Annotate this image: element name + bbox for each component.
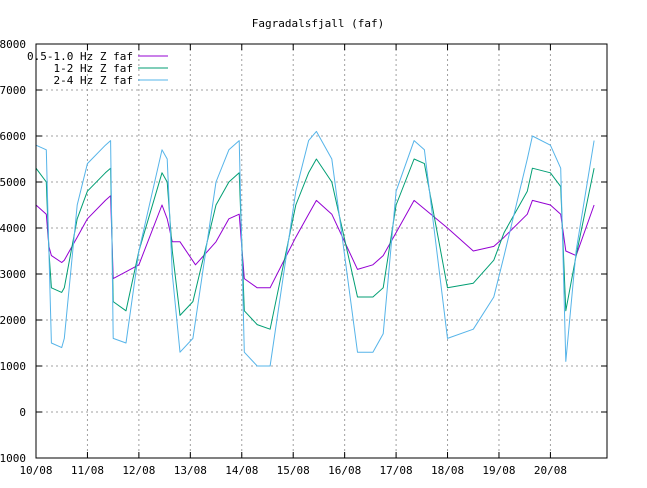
x-tick-label: 19/08 xyxy=(482,464,515,477)
x-tick-label: 13/08 xyxy=(174,464,207,477)
y-tick-label: -1000 xyxy=(0,452,26,465)
y-tick-label: 0 xyxy=(19,406,26,419)
legend-label-1: 0.5-1.0 Hz Z faf xyxy=(27,50,133,63)
x-tick-label: 20/08 xyxy=(534,464,567,477)
legend-label-2: 1-2 Hz Z faf xyxy=(54,62,133,75)
y-tick-label: 4000 xyxy=(0,222,26,235)
y-tick-label: 7000 xyxy=(0,84,26,97)
grid-lines xyxy=(36,44,607,458)
axis-ticks: -1000 0 1000 2000 3000 4000 5000 6000 7000 8000 10… xyxy=(0,38,607,477)
series-lines xyxy=(35,130,595,367)
y-tick-label: 1000 xyxy=(0,360,26,373)
series-line-2 xyxy=(35,158,595,330)
y-tick-label: 5000 xyxy=(0,176,26,189)
x-tick-label: 11/08 xyxy=(71,464,104,477)
x-tick-label: 16/08 xyxy=(328,464,361,477)
chart-title: Fagradalsfjall (faf) xyxy=(252,17,384,30)
plot-frame xyxy=(35,43,608,459)
y-tick-label: 3000 xyxy=(0,268,26,281)
x-tick-label: 18/08 xyxy=(431,464,464,477)
x-tick-label: 10/08 xyxy=(19,464,52,477)
series-line-3 xyxy=(35,130,595,367)
x-tick-label: 15/08 xyxy=(277,464,310,477)
y-tick-label: 6000 xyxy=(0,130,26,143)
y-tick-label: 8000 xyxy=(0,38,26,51)
series-line-1 xyxy=(35,195,595,289)
legend-label-3: 2-4 Hz Z faf xyxy=(54,74,133,87)
y-tick-label: 2000 xyxy=(0,314,26,327)
x-tick-label: 17/08 xyxy=(380,464,413,477)
x-tick-label: 12/08 xyxy=(122,464,155,477)
x-tick-label: 14/08 xyxy=(225,464,258,477)
